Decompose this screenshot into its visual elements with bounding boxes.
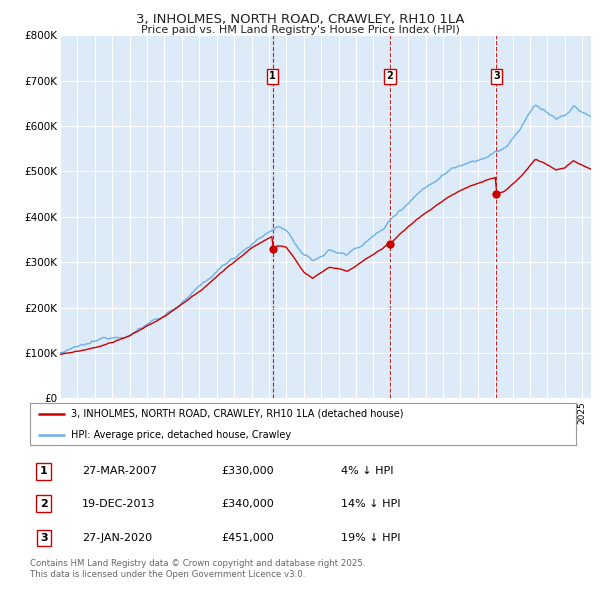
Text: 3: 3 bbox=[493, 71, 500, 81]
Text: 2: 2 bbox=[40, 499, 47, 509]
Text: 3: 3 bbox=[40, 533, 47, 543]
Text: 1: 1 bbox=[40, 466, 47, 476]
Text: Price paid vs. HM Land Registry's House Price Index (HPI): Price paid vs. HM Land Registry's House … bbox=[140, 25, 460, 35]
Text: 14% ↓ HPI: 14% ↓ HPI bbox=[341, 499, 401, 509]
Text: 27-JAN-2020: 27-JAN-2020 bbox=[82, 533, 152, 543]
Text: £330,000: £330,000 bbox=[221, 466, 274, 476]
Text: 19-DEC-2013: 19-DEC-2013 bbox=[82, 499, 155, 509]
Text: 4% ↓ HPI: 4% ↓ HPI bbox=[341, 466, 394, 476]
Text: 3, INHOLMES, NORTH ROAD, CRAWLEY, RH10 1LA (detached house): 3, INHOLMES, NORTH ROAD, CRAWLEY, RH10 1… bbox=[71, 409, 403, 418]
Text: 1: 1 bbox=[269, 71, 276, 81]
Text: HPI: Average price, detached house, Crawley: HPI: Average price, detached house, Craw… bbox=[71, 430, 291, 440]
Text: Contains HM Land Registry data © Crown copyright and database right 2025.
This d: Contains HM Land Registry data © Crown c… bbox=[30, 559, 365, 579]
Text: 27-MAR-2007: 27-MAR-2007 bbox=[82, 466, 157, 476]
Text: 2: 2 bbox=[387, 71, 394, 81]
Text: 3, INHOLMES, NORTH ROAD, CRAWLEY, RH10 1LA: 3, INHOLMES, NORTH ROAD, CRAWLEY, RH10 1… bbox=[136, 13, 464, 26]
Text: 19% ↓ HPI: 19% ↓ HPI bbox=[341, 533, 401, 543]
Text: £451,000: £451,000 bbox=[221, 533, 274, 543]
Text: £340,000: £340,000 bbox=[221, 499, 274, 509]
